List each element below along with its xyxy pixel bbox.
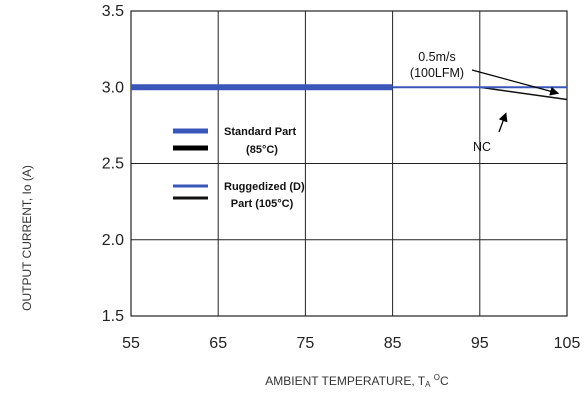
y-axis-ticks: 1.5 2.0 2.5 3.0 3.5 xyxy=(102,3,124,325)
x-tick-label-1: 65 xyxy=(209,335,227,352)
annotation-text-0-1: (100LFM) xyxy=(410,66,464,80)
annotation-arrow-1 xyxy=(498,112,508,133)
annotation-arrow-0 xyxy=(471,69,560,96)
plot-frame xyxy=(130,10,568,317)
legend: Standard Part (85°C) Ruggedized (D) Part (1… xyxy=(173,126,305,210)
legend-label-0-1: (85°C) xyxy=(246,144,278,156)
y-tick-label-1: 2.0 xyxy=(102,232,124,249)
annotations: 0.5m/s (100LFM) NC xyxy=(410,50,560,154)
x-tick-label-5: 105 xyxy=(554,335,581,352)
y-tick-label-3: 3.0 xyxy=(102,79,124,96)
legend-label-1-0: Ruggedized (D) xyxy=(224,181,305,193)
x-axis-label: AMBIENT TEMPERATURE, TA OC xyxy=(265,373,449,389)
x-tick-label-3: 85 xyxy=(384,335,402,352)
x-axis-ticks: 55 65 75 85 95 105 xyxy=(122,335,580,352)
plot-area xyxy=(130,10,568,317)
y-tick-label-4: 3.5 xyxy=(102,3,124,20)
legend-label-0-0: Standard Part xyxy=(224,126,296,138)
y-tick-label-2: 2.5 xyxy=(102,156,124,173)
annotation-text-1-0: NC xyxy=(473,140,491,154)
x-axis-label-main: AMBIENT TEMPERATURE, T xyxy=(265,374,425,388)
y-tick-label-0: 1.5 xyxy=(102,308,124,325)
x-tick-label-2: 75 xyxy=(297,335,315,352)
x-tick-label-0: 55 xyxy=(122,335,140,352)
x-tick-label-4: 95 xyxy=(471,335,489,352)
x-axis-label-subscript: A xyxy=(425,380,431,389)
x-axis-label-unit: C xyxy=(440,374,449,388)
x-axis-label-superscript: O xyxy=(434,373,440,382)
annotation-text-0-0: 0.5m/s xyxy=(418,50,456,64)
y-axis-label: OUTPUT CURRENT, Io (A) xyxy=(20,165,34,311)
legend-label-1-1: Part (105°C) xyxy=(231,198,294,210)
